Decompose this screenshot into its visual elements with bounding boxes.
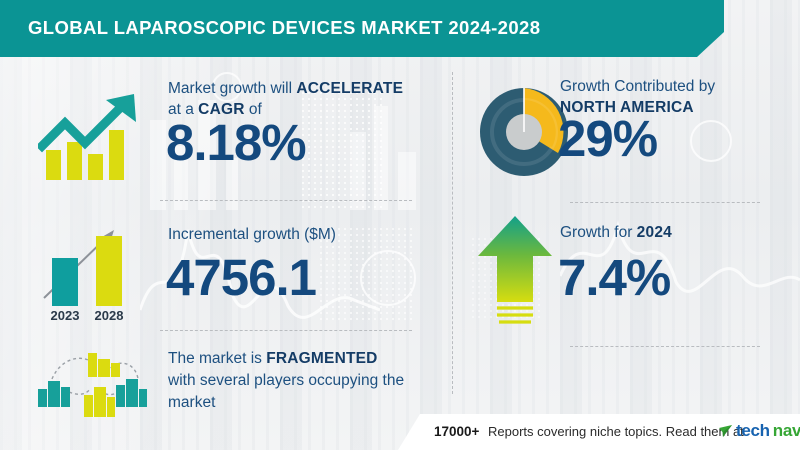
cagr-caption-line1-plain: Market growth will	[168, 80, 297, 97]
footer-bar	[398, 414, 800, 450]
north-america-value: 29%	[558, 110, 658, 167]
up-arrow-icon	[478, 216, 552, 324]
growth-arrow-chart-icon	[38, 94, 136, 180]
footer-report-count: 17000+	[434, 424, 480, 439]
header-banner	[0, 0, 724, 57]
growth-2024-value: 7.4%	[558, 249, 671, 306]
logo-word-navio: navio	[772, 421, 800, 440]
incremental-growth-value: 4756.1	[166, 249, 317, 306]
north-america-caption: Growth Contributed by NORTH AMERICA	[560, 76, 800, 118]
north-america-line1: Growth Contributed by	[560, 78, 716, 95]
section-divider	[570, 346, 760, 347]
section-divider	[160, 200, 412, 201]
bar-label-2028: 2028	[95, 308, 124, 323]
cagr-value: 8.18%	[166, 114, 307, 171]
footer-tagline: Reports covering niche topics. Read them…	[488, 424, 744, 439]
fragmented-line1-plain: The market is	[168, 350, 267, 367]
bg-decoration-circle	[360, 250, 416, 306]
cagr-caption: Market growth will ACCELERATE at a CAGR …	[168, 78, 438, 120]
donut-chart-icon	[480, 88, 568, 176]
fragmented-market-caption: The market is FRAGMENTED with several pl…	[168, 348, 448, 414]
cagr-caption-line1-bold: ACCELERATE	[296, 80, 404, 97]
section-divider	[570, 202, 760, 203]
bar-label-2023: 2023	[51, 308, 80, 323]
paper-plane-icon	[719, 424, 732, 437]
fragmented-market-cities-icon	[38, 353, 147, 417]
fragmented-line3: market	[168, 394, 216, 411]
incremental-growth-label: Incremental growth ($M)	[168, 226, 336, 243]
two-bar-chart-icon: 2023 2028	[43, 230, 124, 323]
cagr-caption-line2-bold: CAGR	[198, 101, 245, 118]
growth-2024-caption: Growth for 2024	[560, 222, 800, 243]
section-divider	[160, 330, 412, 331]
fragmented-line2: with several players occupying the	[168, 372, 405, 389]
logo-word-tech: tech	[736, 421, 770, 440]
growth-2024-line1-plain: Growth for	[560, 224, 637, 241]
page-title: GLOBAL LAPAROSCOPIC DEVICES MARKET 2024-…	[28, 17, 541, 38]
north-america-line2-bold: NORTH AMERICA	[560, 99, 694, 116]
panel-vertical-divider	[452, 72, 453, 394]
growth-2024-line1-bold: 2024	[636, 224, 672, 241]
cagr-caption-line2-plain-b: of	[244, 101, 262, 118]
bg-decoration-circle	[690, 120, 732, 162]
cagr-caption-line2-plain-a: at a	[168, 101, 199, 118]
technavio-logo[interactable]: technavio®	[718, 421, 800, 441]
fragmented-line1-bold: FRAGMENTED	[266, 350, 378, 367]
